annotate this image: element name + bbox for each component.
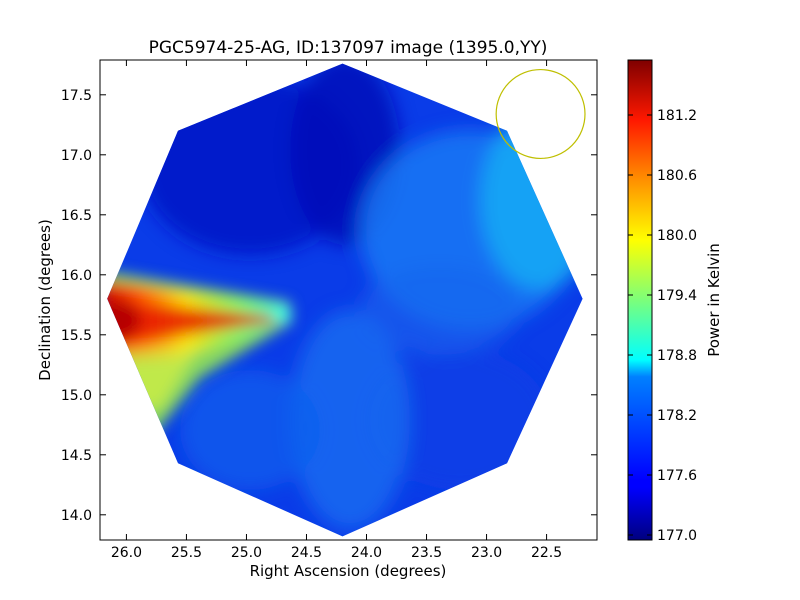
chart-title: PGC5974-25-AG, ID:137097 image (1395.0,Y…	[149, 38, 548, 58]
x-tick-label: 25.5	[171, 545, 202, 561]
x-tick-label: 25.0	[231, 545, 262, 561]
y-tick-label: 17.0	[61, 148, 92, 164]
x-axis-ticks: 26.0 25.5 25.0 24.5 24.0 23.5 23.0 22.5	[111, 60, 562, 561]
y-tick-label: 14.5	[61, 448, 92, 464]
colorbar: 177.0 177.6 178.2 178.8 179.4 180.0 180.6 181.2…	[627, 59, 723, 544]
colorbar-label: Power in Kelvin	[705, 243, 723, 357]
colorbar-tick-label: 177.0	[657, 528, 697, 544]
colorbar-tick-label: 177.6	[657, 468, 697, 484]
x-tick-label: 23.5	[411, 545, 442, 561]
y-tick-label: 15.5	[61, 328, 92, 344]
x-tick-label: 22.5	[531, 545, 562, 561]
axes-frame	[99, 59, 598, 541]
x-tick-label: 23.0	[471, 545, 502, 561]
x-tick-label: 24.5	[291, 545, 322, 561]
colorbar-tick-label: 181.2	[657, 108, 697, 124]
colorbar-tick-label: 180.0	[657, 228, 697, 244]
plot-area	[100, 60, 597, 540]
colorbar-tick-label: 178.2	[657, 408, 697, 424]
y-tick-label: 17.5	[61, 88, 92, 104]
colorbar-gradient	[627, 59, 653, 541]
x-tick-label: 26.0	[111, 545, 142, 561]
y-tick-label: 16.0	[61, 268, 92, 284]
colorbar-ticks: 177.0 177.6 178.2 178.8 179.4 180.0 180.6 181.2	[628, 108, 697, 544]
y-tick-label: 15.0	[61, 388, 92, 404]
colorbar-tick-label: 179.4	[657, 288, 697, 304]
y-axis-ticks: 14.0 14.5 15.0 15.5 16.0 16.5 17.0 17.5	[61, 88, 597, 524]
x-tick-label: 24.0	[351, 545, 382, 561]
beam-circle	[495, 68, 586, 160]
y-axis-label: Declination (degrees)	[36, 219, 54, 381]
y-tick-label: 14.0	[61, 508, 92, 524]
y-tick-label: 16.5	[61, 208, 92, 224]
colorbar-tick-label: 178.8	[657, 348, 697, 364]
colorbar-tick-label: 180.6	[657, 168, 697, 184]
x-axis-label: Right Ascension (degrees)	[250, 562, 447, 580]
